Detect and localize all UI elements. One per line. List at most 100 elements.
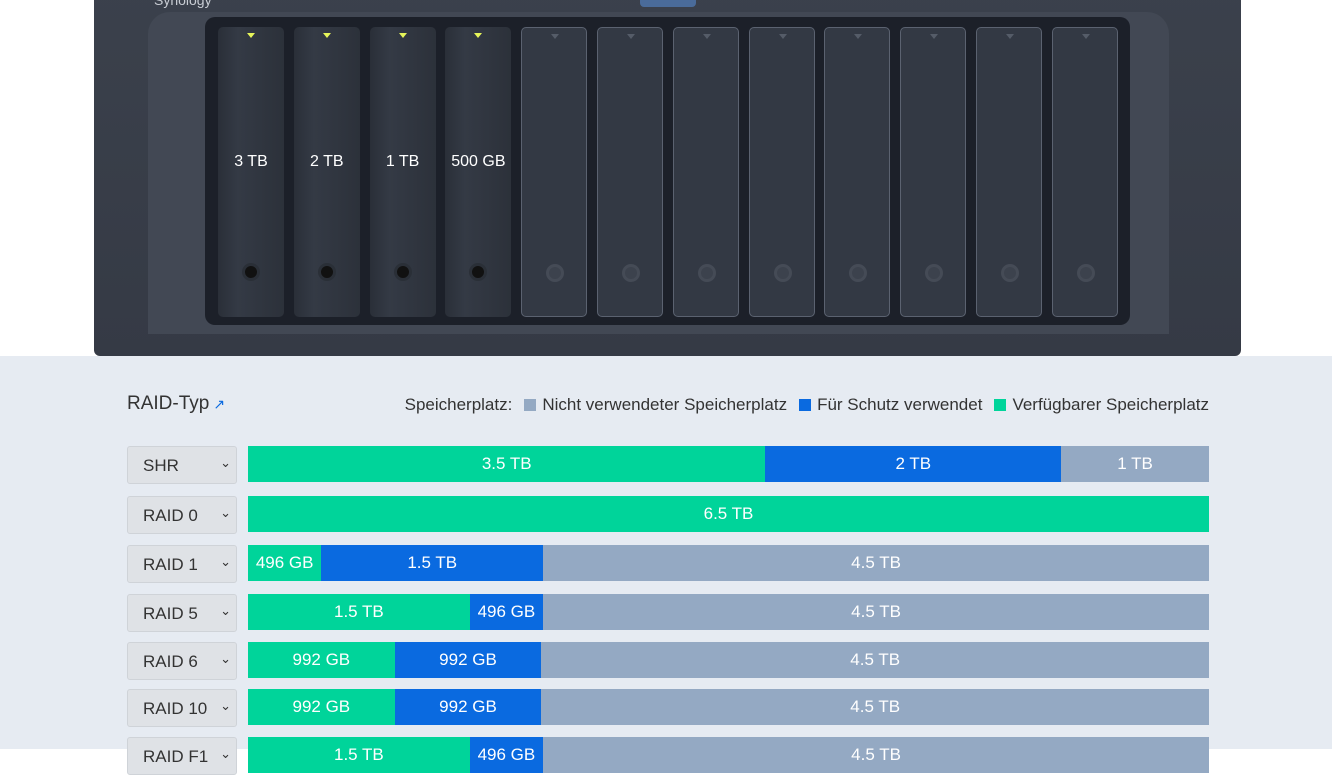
chevron-down-icon: ⌄ xyxy=(220,746,231,761)
raid-row: RAID 10 ⌄ 992 GB 992 GB 4.5 TB xyxy=(127,689,1209,727)
tray-lock-icon xyxy=(242,263,260,281)
chevron-down-icon: ⌄ xyxy=(220,651,231,666)
tray-lock-icon xyxy=(1001,264,1019,282)
raid-type-select[interactable]: RAID 1 ⌄ xyxy=(127,545,237,583)
available-segment: 1.5 TB xyxy=(248,737,470,773)
tray-lock-icon xyxy=(849,264,868,282)
drive-bay-empty[interactable] xyxy=(900,27,967,317)
raid-row: RAID 5 ⌄ 1.5 TB 496 GB 4.5 TB xyxy=(127,594,1209,632)
tray-lock-icon xyxy=(1076,264,1095,282)
legend-prefix: Speicherplatz: xyxy=(404,395,513,414)
tray-lock-icon xyxy=(317,263,336,281)
available-segment: 992 GB xyxy=(248,689,395,725)
drive-bay-installed[interactable]: 3 TB xyxy=(218,27,284,317)
unused-segment: 4.5 TB xyxy=(543,594,1209,630)
unused-segment: 4.5 TB xyxy=(543,545,1209,581)
unused-segment: 1 TB xyxy=(1061,446,1209,482)
capacity-bar: 496 GB 1.5 TB 4.5 TB xyxy=(248,545,1209,581)
drive-bay-installed[interactable]: 500 GB xyxy=(445,27,512,317)
drive-bay-panel: 3 TB 2 TB 1 TB 500 GB xyxy=(205,17,1130,325)
raid-row: RAID 0 ⌄ 6.5 TB xyxy=(127,496,1209,534)
raid-type-select[interactable]: RAID 6 ⌄ xyxy=(127,642,237,680)
status-led-icon xyxy=(1006,34,1014,39)
available-segment: 6.5 TB xyxy=(248,496,1209,532)
raid-type-select[interactable]: RAID 0 ⌄ xyxy=(127,496,237,534)
chevron-down-icon: ⌄ xyxy=(220,603,231,618)
available-segment: 3.5 TB xyxy=(248,446,766,482)
drive-bay-installed[interactable]: 2 TB xyxy=(293,27,360,317)
protection-segment: 496 GB xyxy=(469,737,544,773)
legend-swatch-icon xyxy=(524,399,537,411)
storage-legend: Speicherplatz: Nicht verwendeter Speicher… xyxy=(405,395,1209,415)
chevron-down-icon: ⌄ xyxy=(220,698,231,713)
raid-type-select[interactable]: RAID F1 ⌄ xyxy=(127,737,237,775)
drive-capacity: 1 TB xyxy=(385,153,420,170)
chevron-down-icon: ⌄ xyxy=(220,554,231,569)
capacity-bar: 1.5 TB 496 GB 4.5 TB xyxy=(248,737,1209,773)
status-led-icon xyxy=(702,34,711,39)
available-segment: 992 GB xyxy=(248,642,395,678)
drive-bay-empty[interactable] xyxy=(1051,27,1118,317)
tray-lock-icon xyxy=(622,264,640,282)
chevron-down-icon: ⌄ xyxy=(220,505,231,520)
status-led-icon xyxy=(778,34,787,39)
drive-capacity: 3 TB xyxy=(234,153,268,170)
brand-logo: Synology xyxy=(154,0,212,8)
status-led-icon xyxy=(398,33,407,38)
drive-bay-empty[interactable] xyxy=(672,27,739,317)
drive-bay-empty[interactable] xyxy=(521,27,588,317)
capacity-bar: 6.5 TB xyxy=(248,496,1209,532)
raid-type-select[interactable]: RAID 5 ⌄ xyxy=(127,594,237,632)
status-led-icon xyxy=(854,34,863,39)
capacity-bar: 3.5 TB 2 TB 1 TB xyxy=(248,446,1209,482)
raid-row: RAID 6 ⌄ 992 GB 992 GB 4.5 TB xyxy=(127,642,1209,680)
legend-swatch-icon xyxy=(799,399,812,411)
drive-bay-empty[interactable] xyxy=(748,27,815,317)
tray-lock-icon xyxy=(925,264,944,282)
raid-comparison-section: RAID-Typ ↗ Speicherplatz: Nicht verwendete… xyxy=(0,356,1332,775)
drive-bay-empty[interactable] xyxy=(597,27,663,317)
tray-lock-icon xyxy=(546,264,565,282)
legend-swatch-icon xyxy=(994,399,1007,411)
unused-segment: 4.5 TB xyxy=(541,642,1209,678)
protection-segment: 496 GB xyxy=(469,594,544,630)
legend-label: Verfügbarer Speicherplatz xyxy=(1012,395,1209,414)
protection-segment: 1.5 TB xyxy=(321,545,544,581)
drive-bay-installed[interactable]: 1 TB xyxy=(369,27,436,317)
status-led-icon xyxy=(474,33,483,38)
drive-bay-empty[interactable] xyxy=(824,27,891,317)
external-link-icon[interactable]: ↗ xyxy=(213,396,226,412)
unused-segment: 4.5 TB xyxy=(543,737,1209,773)
raid-type-select[interactable]: SHR ⌄ xyxy=(127,446,237,484)
drive-capacity: 2 TB xyxy=(310,153,344,170)
protection-segment: 2 TB xyxy=(765,446,1062,482)
nas-device-image: Synology 3 TB 2 TB 1 TB 500 GB xyxy=(94,0,1241,356)
drive-bay-empty[interactable] xyxy=(976,27,1042,317)
chevron-down-icon: ⌄ xyxy=(220,455,231,470)
status-led-icon xyxy=(551,34,560,39)
legend-label: Nicht verwendeter Speicherplatz xyxy=(542,395,788,414)
status-led-icon xyxy=(627,34,635,39)
legend-label: Für Schutz verwendet xyxy=(817,395,983,414)
status-led-icon xyxy=(322,33,331,38)
protection-segment: 992 GB xyxy=(394,689,542,725)
raid-row: RAID 1 ⌄ 496 GB 1.5 TB 4.5 TB xyxy=(127,545,1209,583)
raid-row: SHR ⌄ 3.5 TB 2 TB 1 TB xyxy=(127,446,1209,484)
capacity-bar: 1.5 TB 496 GB 4.5 TB xyxy=(248,594,1209,630)
status-led-icon xyxy=(930,34,939,39)
status-led-icon xyxy=(1081,34,1090,39)
tray-lock-icon xyxy=(469,263,488,281)
capacity-bar: 992 GB 992 GB 4.5 TB xyxy=(248,642,1209,678)
raid-row: RAID F1 ⌄ 1.5 TB 496 GB 4.5 TB xyxy=(127,737,1209,775)
tray-lock-icon xyxy=(773,264,792,282)
protection-segment: 992 GB xyxy=(394,642,542,678)
raid-type-heading: RAID-Typ ↗ xyxy=(127,393,226,414)
available-segment: 1.5 TB xyxy=(248,594,470,630)
tray-lock-icon xyxy=(393,263,412,281)
available-segment: 496 GB xyxy=(248,545,322,581)
drive-capacity: 500 GB xyxy=(451,153,506,170)
status-led-icon xyxy=(247,33,255,38)
raid-type-select[interactable]: RAID 10 ⌄ xyxy=(127,689,237,727)
unused-segment: 4.5 TB xyxy=(541,689,1209,725)
power-indicator xyxy=(640,0,696,7)
